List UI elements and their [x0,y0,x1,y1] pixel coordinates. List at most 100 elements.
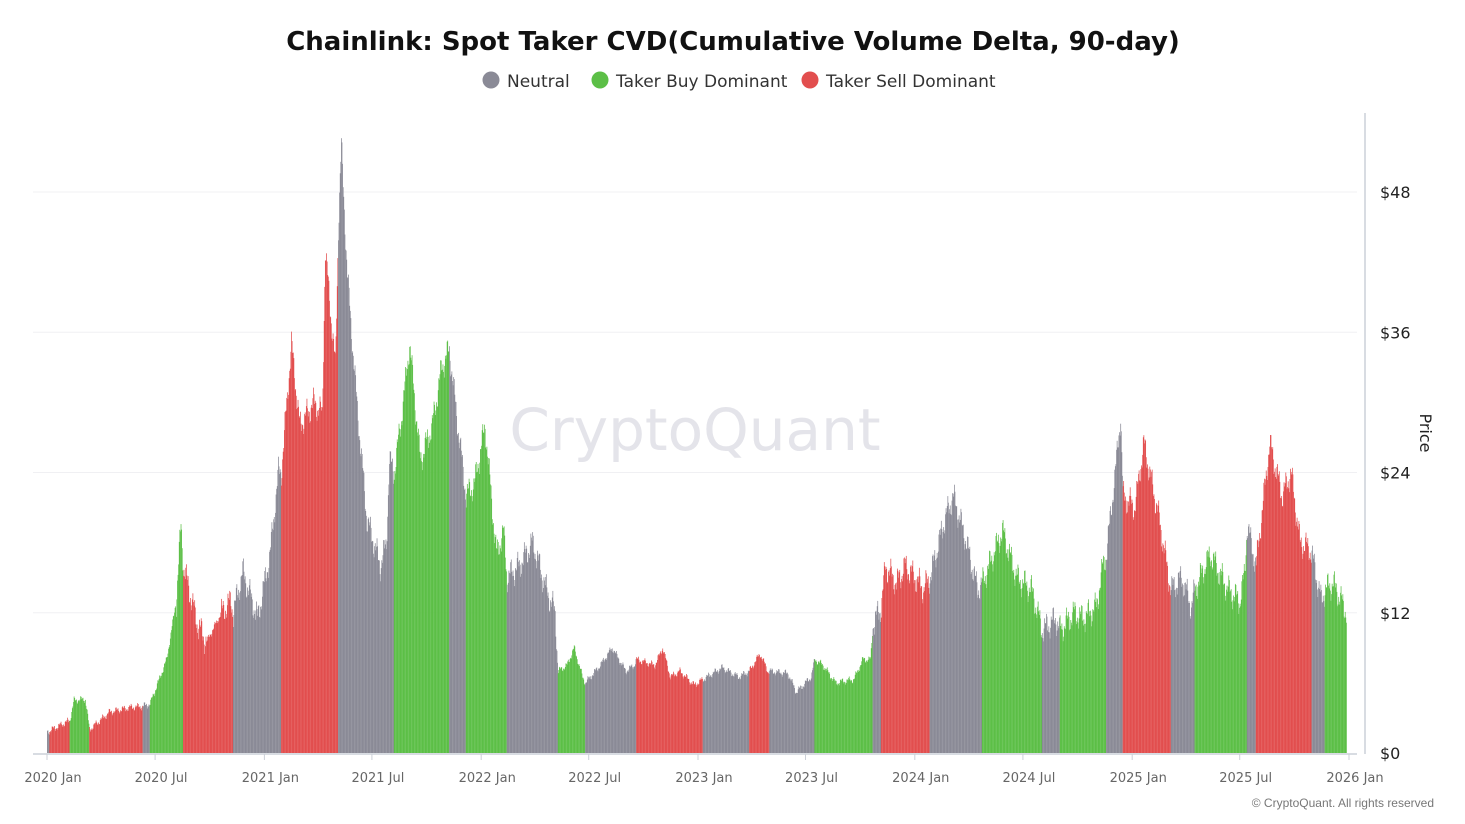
price-bar-buy [1206,551,1208,753]
price-bar-sell [197,632,199,753]
price-bar-neutral [507,582,509,753]
price-bar-neutral [276,488,278,753]
price-bar-neutral [802,686,804,753]
price-bar-buy [1239,603,1241,753]
legend-marker [801,71,819,89]
price-bar-buy [165,661,166,753]
price-bar-neutral [1107,526,1109,753]
price-bar-buy [1028,587,1030,753]
price-bar-sell [1268,454,1269,753]
price-bar-buy [1061,623,1063,753]
price-bar-sell [700,679,702,753]
price-bar-neutral [1324,606,1325,753]
price-bar-sell [693,684,695,753]
price-bar-sell [652,664,654,753]
price-bar-buy [860,665,861,753]
price-bar-neutral [939,534,941,753]
price-bar-sell [123,707,125,753]
price-bar-sell [100,718,102,753]
price-bar-sell [114,711,116,753]
price-bar-neutral [341,138,342,753]
price-bar-buy [1339,604,1341,753]
price-bar-buy [1212,567,1214,753]
price-bar-buy [442,369,443,753]
price-bar-neutral [392,471,394,753]
price-bar-buy [395,473,396,753]
price-bar-buy [81,699,83,753]
price-bar-sell [1286,476,1287,753]
price-bar-neutral [721,664,723,753]
price-bar-neutral [872,628,874,753]
price-bar-neutral [939,529,940,753]
price-bar-sell [96,722,98,753]
price-bar-buy [504,535,506,753]
price-bar-buy [580,668,582,753]
price-bar-buy [1231,601,1233,753]
price-bar-sell [1161,546,1163,753]
price-bar-neutral [635,664,636,753]
price-bar-sell [282,451,284,753]
price-bar-sell [1150,476,1152,753]
price-bar-neutral [239,600,241,753]
price-bar-sell [1270,435,1272,753]
price-bar-sell [688,678,690,753]
price-bar-neutral [262,596,263,753]
price-bar-sell [924,583,926,753]
y-tick-label: $48 [1380,183,1411,202]
price-bar-sell [112,712,114,753]
price-bar-sell [1155,513,1157,753]
price-bar-neutral [1106,559,1108,753]
price-bar-buy [412,383,414,753]
price-bar-neutral [513,575,515,753]
price-bar-sell [1293,491,1294,753]
price-bar-neutral [264,567,266,753]
price-bar-sell [1297,529,1299,753]
price-bar-buy [986,588,987,753]
price-bar-buy [87,713,89,753]
price-bar-neutral [609,647,611,753]
price-bar-neutral [632,667,633,753]
price-bar-buy [165,657,167,753]
price-bar-sell [1307,538,1309,753]
price-bar-neutral [268,567,270,753]
price-bar-neutral [793,685,794,753]
price-bar-sell [664,652,665,753]
price-bar-buy [559,666,560,753]
legend-item-neutral[interactable]: Neutral [482,71,570,93]
price-bar-sell [101,717,103,753]
price-bar-sell [300,411,301,753]
legend-item-buy[interactable]: Taker Buy Dominant [591,71,788,93]
price-bar-neutral [1182,585,1184,753]
price-bar-buy [863,657,865,753]
price-bar-buy [420,452,422,753]
price-bar-neutral [1046,613,1047,753]
legend-item-sell[interactable]: Taker Sell Dominant [801,71,996,93]
price-bar-buy [1036,618,1038,753]
price-bar-sell [319,396,321,753]
price-bar-buy [427,436,429,753]
price-bar-buy [486,446,488,753]
price-bar-sell [1169,585,1170,753]
price-bar-neutral [343,209,345,754]
price-bar-buy [1009,543,1010,753]
price-bar-buy [1199,577,1201,753]
price-bar-sell [56,728,58,753]
price-bar-neutral [613,653,614,753]
price-bar-sell [320,410,322,753]
price-bar-neutral [873,628,874,753]
price-bar-sell [654,667,655,753]
price-bar-buy [1069,630,1070,753]
price-bar-sell [913,571,914,753]
price-bar-sell [185,567,187,753]
price-bar-neutral [527,562,529,753]
price-bar-buy [1332,586,1334,753]
price-bar-sell [923,592,924,753]
price-bar-buy [180,531,181,753]
price-bar-sell [659,653,661,753]
price-bar-sell [301,424,303,753]
price-bar-neutral [1053,607,1054,753]
price-bar-neutral [629,665,631,753]
price-bar-neutral [353,369,355,753]
price-bar-buy [496,548,498,753]
price-bar-sell [761,659,763,753]
